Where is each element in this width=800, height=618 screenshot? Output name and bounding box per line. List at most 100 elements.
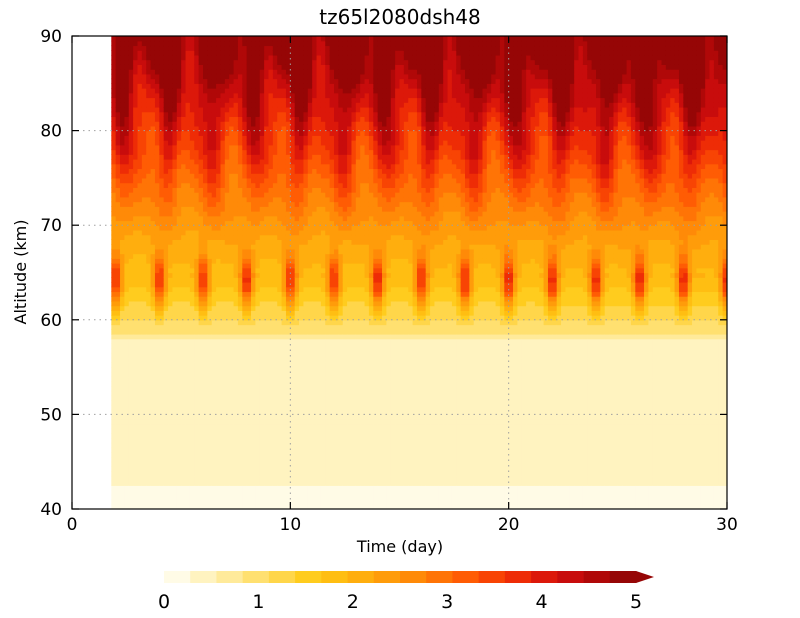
heatmap-cell [251,273,256,278]
heatmap-cell [277,320,282,325]
heatmap-cell [234,448,239,453]
heatmap-cell [317,69,322,74]
heatmap-cell [190,424,195,429]
heatmap-cell [207,367,212,372]
heatmap-cell [164,329,169,334]
heatmap-cell [225,353,230,358]
heatmap-cell [124,395,129,400]
heatmap-cell [203,239,208,244]
heatmap-cell [317,164,322,169]
heatmap-cell [220,310,225,315]
heatmap-cell [159,230,164,235]
heatmap-cell [194,112,199,117]
heatmap-cell [116,74,121,79]
heatmap-cell [247,282,252,287]
heatmap-cell [207,438,212,443]
heatmap-cell [317,481,322,486]
heatmap-cell [321,377,326,382]
heatmap-cell [212,102,217,107]
heatmap-cell [234,173,239,178]
heatmap-cell [116,131,121,136]
heatmap-cell [177,55,182,60]
heatmap-cell [199,405,204,410]
heatmap-cell [133,457,138,462]
heatmap-cell [111,263,116,268]
heatmap-cell [199,79,204,84]
heatmap-cell [238,466,243,471]
heatmap-cell [207,102,212,107]
heatmap-cell [277,69,282,74]
heatmap-cell [312,50,317,55]
heatmap-cell [299,433,304,438]
heatmap-cell [251,339,256,344]
heatmap-cell [295,64,300,69]
heatmap-cell [142,36,147,41]
heatmap-cell [321,121,326,126]
heatmap-cell [242,353,247,358]
heatmap-cell [251,263,256,268]
heatmap-cell [317,348,322,353]
heatmap-cell [238,362,243,367]
heatmap-cell [260,121,265,126]
heatmap-cell [177,258,182,263]
heatmap-cell [203,93,208,98]
heatmap-cell [295,448,300,453]
heatmap-cell [177,230,182,235]
heatmap-cell [120,343,125,348]
heatmap-cell [155,102,160,107]
heatmap-cell [129,202,134,207]
heatmap-cell [260,320,265,325]
heatmap-cell [317,424,322,429]
heatmap-cell [120,202,125,207]
heatmap-cell [194,187,199,192]
heatmap-cell [142,116,147,121]
heatmap-cell [312,192,317,197]
heatmap-cell [303,343,308,348]
heatmap-cell [255,343,260,348]
heatmap-cell [146,50,151,55]
heatmap-cell [312,121,317,126]
heatmap-cell [120,481,125,486]
heatmap-cell [260,273,265,278]
heatmap-cell [242,367,247,372]
heatmap-cell [229,273,234,278]
heatmap-cell [238,282,243,287]
heatmap-cell [220,277,225,282]
heatmap-cell [159,419,164,424]
heatmap-cell [142,121,147,126]
heatmap-cell [273,419,278,424]
heatmap-cell [203,254,208,259]
heatmap-cell [146,362,151,367]
heatmap-cell [142,168,147,173]
heatmap-cell [194,485,199,490]
heatmap-cell [303,395,308,400]
heatmap-cell [308,301,313,306]
heatmap-cell [242,235,247,240]
heatmap-cell [229,50,234,55]
heatmap-cell [234,36,239,41]
heatmap-cell [116,192,121,197]
heatmap-cell [260,41,265,46]
heatmap-cell [186,173,191,178]
heatmap-cell [190,254,195,259]
heatmap-cell [229,206,234,211]
heatmap-cell [129,69,134,74]
heatmap-cell [277,145,282,150]
heatmap-cell [264,230,269,235]
heatmap-cell [269,97,274,102]
heatmap-cell [308,443,313,448]
heatmap-cell [312,154,317,159]
heatmap-cell [181,116,186,121]
heatmap-cell [186,419,191,424]
heatmap-cell [295,55,300,60]
heatmap-cell [120,291,125,296]
heatmap-cell [216,45,221,50]
heatmap-cell [282,353,287,358]
heatmap-cell [164,64,169,69]
heatmap-cell [282,306,287,311]
heatmap-cell [159,452,164,457]
heatmap-cell [155,216,160,221]
heatmap-cell [303,41,308,46]
heatmap-cell [220,41,225,46]
heatmap-cell [290,462,295,467]
